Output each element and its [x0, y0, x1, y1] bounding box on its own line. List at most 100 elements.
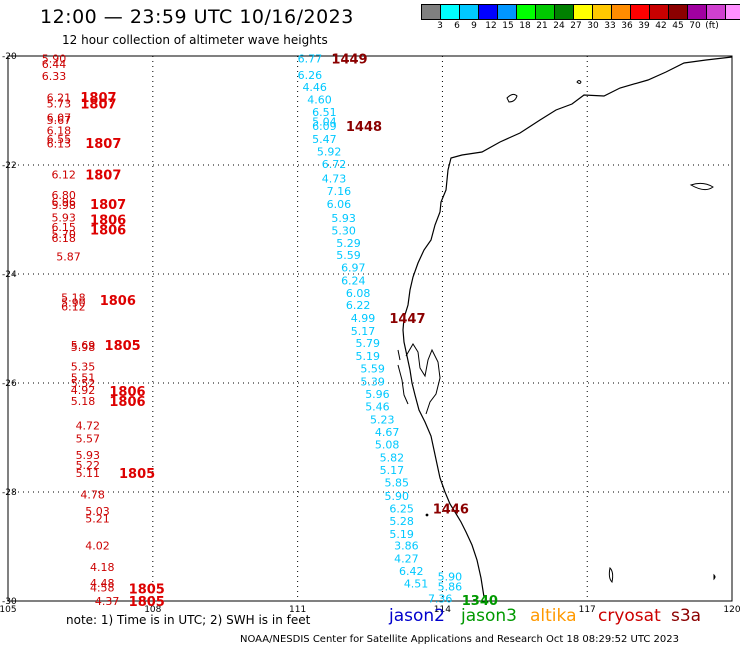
pass-time-label: 1805 — [129, 595, 165, 610]
footnote: note: 1) Time is in UTC; 2) SWH is in fe… — [66, 613, 311, 627]
satellite-legend-jason3: jason3 — [461, 606, 517, 626]
pass-time-label: 1805 — [119, 467, 155, 482]
lat-lon-grid — [8, 56, 732, 601]
wave-height-label: 6.96 — [51, 196, 76, 209]
wave-height-label: 5.90 — [385, 490, 410, 503]
pass-time-label: 1806 — [90, 214, 126, 229]
wave-height-label: 5.90 — [61, 296, 86, 309]
pass-time-label: 1807 — [85, 137, 121, 152]
small-island — [689, 182, 714, 191]
dirk-hartog-island — [397, 364, 409, 405]
wave-height-label: 6.12 — [51, 168, 76, 181]
pass-time-label: 1340 — [462, 594, 498, 609]
wave-height-label: 5.86 — [438, 580, 463, 593]
wave-height-label: 5.98 — [71, 341, 96, 354]
wave-height-label: 5.57 — [76, 433, 101, 446]
wave-height-label: 6.22 — [346, 299, 371, 312]
wave-height-label: 5.51 — [71, 372, 96, 385]
bernier-island — [397, 349, 401, 361]
pass-time-label: 1446 — [433, 502, 469, 517]
wave-height-label: 6.18 — [47, 125, 71, 138]
wave-height-label: 6.09 — [312, 120, 337, 133]
wave-height-label: 4.92 — [71, 384, 96, 397]
scale-swatch — [592, 4, 612, 20]
wave-height-label: 6.07 — [47, 112, 71, 125]
wave-height-label: 6.13 — [47, 138, 71, 151]
scale-swatch — [516, 4, 536, 20]
longitude-tick-label: 108 — [144, 605, 161, 615]
latitude-tick-label: -28 — [2, 488, 17, 498]
wave-height-label: 5.04 — [312, 115, 337, 128]
longitude-tick-label: 111 — [289, 605, 306, 615]
wave-height-label: 6.80 — [51, 189, 76, 202]
axis-tick-labels: 105 108 111 114 117 120 -20 -22 -24 -26 -28 -30 — [0, 52, 740, 615]
longitude-tick-label: 120 — [723, 605, 740, 615]
scale-label: (ft) — [705, 21, 719, 31]
wave-height-label: 7.36 — [428, 592, 453, 605]
wave-height-label: 5.28 — [389, 515, 414, 528]
satellite-legend-jason2: jason2 — [389, 606, 445, 626]
wave-height-label: 5.93 — [331, 212, 356, 225]
satellite-legend-cryosat: cryosat — [598, 606, 661, 626]
wave-height-label: 5.82 — [380, 452, 405, 465]
wave-height-label: 5.17 — [380, 464, 405, 477]
wave-height-label: 4.60 — [307, 94, 332, 107]
latitude-tick-label: -20 — [2, 52, 17, 62]
wave-height-label: 6.97 — [341, 261, 366, 274]
wave-height-label: 4.67 — [375, 426, 400, 439]
latitude-tick-label: -22 — [2, 161, 17, 171]
pass-time-label: 1805 — [129, 582, 165, 597]
wave-height-label: 4.02 — [85, 539, 110, 552]
shark-bay-coast — [405, 343, 441, 415]
wave-height-label: 5.92 — [317, 145, 342, 158]
scale-label: 15 — [502, 21, 514, 31]
wave-height-label: 5.03 — [85, 505, 110, 518]
wave-height-label: 4.73 — [322, 173, 347, 186]
wave-height-label: 5.19 — [356, 350, 381, 363]
wave-height-label: 5.11 — [76, 467, 101, 480]
wave-height-label: 4.48 — [90, 577, 115, 590]
wave-height-label: 6.33 — [42, 70, 67, 83]
color-scale-bar — [421, 4, 740, 20]
pass-time-label: 1807 — [80, 97, 116, 112]
scale-swatch — [725, 4, 740, 20]
small-island — [425, 513, 429, 517]
scale-label: 21 — [536, 21, 548, 31]
wave-height-label: 5.52 — [71, 377, 96, 390]
scale-swatch — [440, 4, 460, 20]
scale-swatch — [668, 4, 688, 20]
page-title: 12:00 — 23:59 UTC 10/16/2023 — [40, 6, 354, 28]
wave-height-label: 5.98 — [51, 199, 76, 212]
wave-height-label: 3.86 — [394, 539, 419, 552]
wave-height-label: 4.18 — [90, 561, 115, 574]
wave-height-label: 5.90 — [438, 570, 463, 583]
scale-swatch — [649, 4, 669, 20]
pass-time-label: 1806 — [109, 385, 145, 400]
scale-swatch — [459, 4, 479, 20]
pass-time-label: 1806 — [90, 223, 126, 238]
wave-height-label: 6.21 — [47, 91, 71, 104]
scale-label: 30 — [587, 21, 599, 31]
wave-height-label: 5.19 — [389, 528, 414, 541]
wave-height-label: 6.15 — [51, 221, 76, 234]
scale-label: 24 — [553, 21, 565, 31]
wave-height-label: 5.23 — [370, 414, 395, 427]
wave-height-label: 6.55 — [47, 133, 71, 146]
wave-height-label: 7.16 — [327, 185, 352, 198]
wave-height-label: 6.18 — [51, 232, 76, 245]
longitude-tick-label: 114 — [434, 605, 451, 615]
pass-time-label: 1448 — [346, 120, 382, 135]
wave-height-label: 6.42 — [399, 565, 424, 578]
wave-height-label: 4.78 — [80, 489, 105, 502]
wave-height-label: 5.93 — [51, 211, 76, 224]
wave-height-label: 5.08 — [375, 439, 400, 452]
scale-swatch — [478, 4, 498, 20]
scale-label: 18 — [519, 21, 531, 31]
map-frame — [7, 55, 733, 602]
scale-label: 45 — [672, 21, 684, 31]
scale-label: 42 — [655, 21, 667, 31]
pass-time-label: 1807 — [80, 91, 116, 106]
scale-swatch — [611, 4, 631, 20]
scale-swatch — [687, 4, 707, 20]
scale-swatch — [706, 4, 726, 20]
